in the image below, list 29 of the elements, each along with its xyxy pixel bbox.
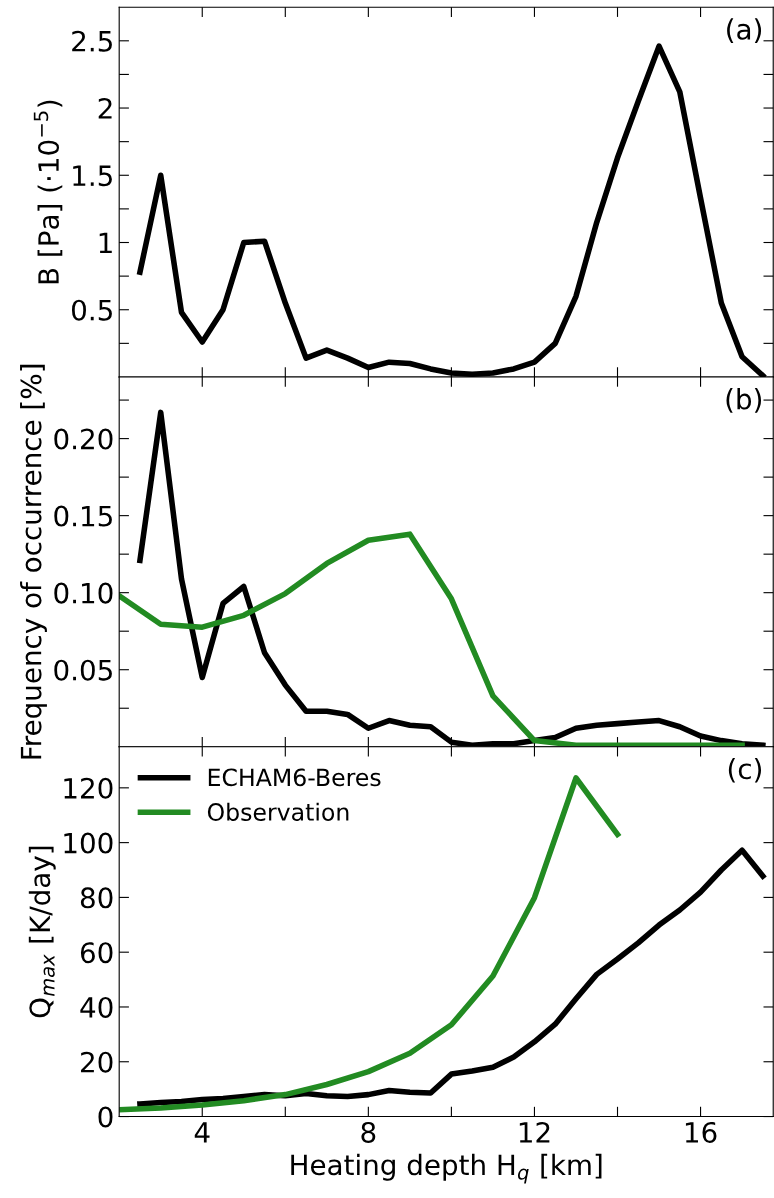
y-tick-label: 2 — [98, 97, 112, 119]
x-tick-label: 16 — [685, 1121, 717, 1143]
annotation: (b) — [726, 388, 762, 413]
x-tick-label: 12 — [519, 1121, 550, 1143]
y-tick-label: 100 — [64, 832, 113, 854]
legend-label: ECHAM6-Beres — [208, 768, 381, 787]
annotation: (a) — [727, 18, 762, 44]
y-tick-label: 0.05 — [54, 659, 112, 681]
x-axis-title: Heating depth H$_{q}$ [km] — [291, 1153, 602, 1184]
y-tick-label: 0.15 — [54, 505, 112, 527]
y-tick-label: 60 — [80, 942, 113, 964]
y-axis-title: Frequency of occurrence [%] — [20, 364, 47, 759]
y-tick-label: 120 — [64, 777, 113, 799]
y-tick-label: 80 — [80, 887, 113, 909]
y-axis-title: B [Pa] (·10$^{−5}$) — [33, 100, 63, 284]
legend-label: Observation — [207, 802, 349, 821]
y-tick-label: 0.10 — [54, 582, 113, 604]
y-tick-label: 20 — [81, 1051, 113, 1073]
y-tick-label: 40 — [80, 996, 113, 1018]
x-tick-label: 8 — [361, 1121, 376, 1143]
y-tick-label: 0.5 — [71, 299, 112, 321]
y-axis-title: Q$_{max}$ [K/day] — [28, 846, 56, 1018]
y-tick-label: 1.5 — [73, 165, 112, 187]
x-tick-label: 4 — [194, 1122, 210, 1143]
annotation: (c) — [728, 757, 762, 783]
y-tick-label: 2.5 — [72, 30, 112, 52]
y-tick-label: 1 — [99, 232, 112, 254]
y-tick-label: 0.20 — [54, 428, 113, 450]
y-tick-label: 0 — [98, 1106, 113, 1128]
